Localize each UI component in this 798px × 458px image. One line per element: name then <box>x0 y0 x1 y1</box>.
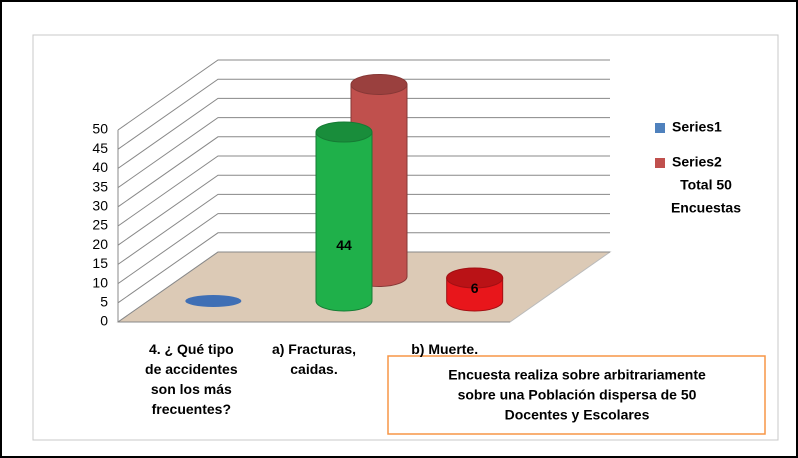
grid-line <box>117 117 610 189</box>
legend-note: Encuestas <box>671 200 741 216</box>
y-tick-label: 40 <box>92 159 108 175</box>
legend-swatch <box>655 158 665 168</box>
note-box <box>387 355 766 435</box>
legend-note: Total 50 <box>680 177 732 193</box>
y-tick-label: 5 <box>100 294 108 310</box>
grid-line <box>117 136 610 208</box>
x-tick-label: 4. ¿ Qué tipo de accidentes son los más fre… <box>145 341 238 417</box>
grid-line <box>117 232 610 304</box>
cylinder-top <box>350 74 408 95</box>
legend-label: Series1 <box>672 119 722 135</box>
y-tick-label: 45 <box>92 140 108 156</box>
cylinder <box>185 295 242 307</box>
cylinder <box>315 131 373 312</box>
x-tick-label: a) Fracturas, caidas. <box>272 341 356 377</box>
grid-line <box>117 213 610 285</box>
note: Docentes y Escolares <box>505 407 650 423</box>
y-tick-label: 0 <box>100 313 108 329</box>
legend-label: Series2 <box>672 154 722 170</box>
grid-line <box>117 193 610 265</box>
grid-line <box>117 174 610 246</box>
data-label: 44 <box>336 237 352 253</box>
note: Encuesta realiza sobre arbitrariamente <box>448 367 706 383</box>
y-tick-label: 10 <box>92 274 108 290</box>
y-tick-label: 25 <box>92 217 108 233</box>
data-label: 6 <box>471 280 479 296</box>
note: sobre una Población dispersa de 50 <box>458 387 697 403</box>
cylinder-top <box>315 121 373 143</box>
grid-line <box>117 155 610 227</box>
grid-line <box>117 251 610 323</box>
grid-line <box>117 78 610 150</box>
grid-line <box>117 59 610 131</box>
x-tick-label: b) Muerte. <box>411 341 478 357</box>
y-tick-label: 15 <box>92 255 108 271</box>
grid-line <box>117 97 610 169</box>
y-tick-label: 20 <box>92 236 108 252</box>
cylinder-top <box>446 267 504 289</box>
y-tick-label: 30 <box>92 198 108 214</box>
plot-frame <box>32 34 779 441</box>
legend-swatch <box>655 123 665 133</box>
y-tick-label: 35 <box>92 178 108 194</box>
y-tick-label: 50 <box>92 121 108 137</box>
